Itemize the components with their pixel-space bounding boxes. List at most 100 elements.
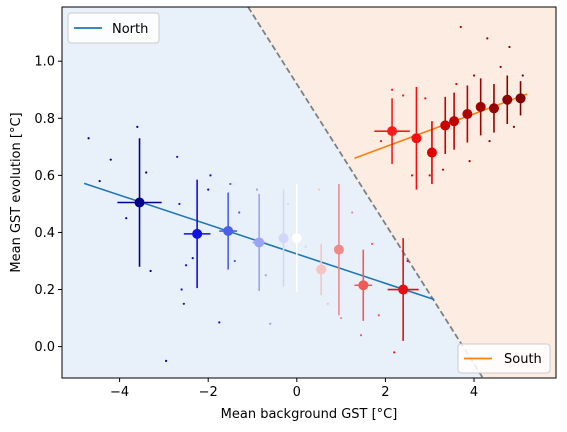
binned-point bbox=[387, 238, 419, 341]
legend-south-label: South bbox=[504, 352, 542, 367]
binned-point bbox=[475, 78, 486, 136]
y-tick-label: 0.2 bbox=[34, 283, 55, 298]
raw-point bbox=[178, 202, 181, 206]
binned-marker bbox=[223, 226, 234, 237]
binned-marker bbox=[462, 109, 473, 120]
raw-point bbox=[472, 74, 476, 77]
y-axis-label: Mean GST evolution [°C] bbox=[9, 112, 24, 272]
binned-marker bbox=[515, 93, 526, 104]
raw-point bbox=[304, 245, 307, 248]
binned-marker bbox=[398, 284, 409, 295]
north-region bbox=[62, 7, 483, 378]
raw-point bbox=[176, 155, 179, 158]
legend-north-label: North bbox=[112, 22, 148, 37]
x-axis-label: Mean background GST [°C] bbox=[221, 407, 398, 422]
y-tick-label: 0.4 bbox=[34, 226, 55, 241]
raw-point bbox=[508, 45, 511, 49]
binned-point bbox=[117, 138, 162, 267]
binned-point bbox=[291, 183, 302, 293]
binned-point bbox=[502, 75, 513, 125]
binned-point bbox=[440, 96, 451, 154]
binned-point bbox=[183, 179, 211, 289]
raw-point bbox=[406, 259, 409, 263]
raw-point bbox=[207, 188, 210, 191]
binned-marker bbox=[475, 101, 486, 112]
binned-marker bbox=[411, 133, 422, 144]
south-region bbox=[248, 7, 556, 378]
y-tick-label: 0.6 bbox=[34, 169, 55, 184]
binned-marker bbox=[387, 126, 398, 137]
raw-point bbox=[459, 25, 462, 29]
raw-point bbox=[255, 188, 259, 191]
y-tick-label: 0.0 bbox=[34, 340, 55, 355]
raw-point bbox=[428, 174, 431, 177]
raw-point bbox=[393, 351, 396, 354]
plot-frame bbox=[61, 6, 557, 379]
raw-point bbox=[521, 74, 524, 77]
raw-point bbox=[165, 359, 168, 362]
boundary-line bbox=[247, 7, 484, 378]
x-axis-ticks: −4 −2 0 2 4 bbox=[110, 378, 478, 400]
binned-marker bbox=[488, 103, 499, 114]
binned-point bbox=[515, 81, 526, 116]
raw-point bbox=[486, 37, 489, 40]
raw-point bbox=[98, 179, 101, 183]
raw-point bbox=[379, 140, 383, 143]
raw-point bbox=[109, 158, 112, 161]
x-tick-label: 4 bbox=[470, 385, 478, 400]
raw-point bbox=[264, 274, 267, 277]
binned-point bbox=[374, 98, 410, 164]
raw-point bbox=[182, 302, 185, 305]
y-tick-label: 0.8 bbox=[34, 112, 55, 127]
raw-point bbox=[351, 211, 354, 214]
raw-point bbox=[499, 65, 502, 69]
binned-marker bbox=[278, 233, 289, 244]
raw-point bbox=[371, 242, 374, 245]
raw-point bbox=[441, 168, 445, 171]
binned-point bbox=[426, 121, 437, 184]
binned-point bbox=[488, 84, 499, 133]
raw-point bbox=[317, 188, 321, 191]
raw-point bbox=[455, 82, 458, 86]
binned-marker bbox=[134, 197, 145, 208]
binned-points bbox=[117, 75, 526, 341]
binned-marker bbox=[254, 237, 265, 248]
raw-point bbox=[377, 314, 380, 317]
x-tick-label: −4 bbox=[110, 385, 129, 400]
binned-point bbox=[449, 92, 460, 150]
binned-point bbox=[278, 189, 289, 287]
raw-point bbox=[390, 88, 394, 91]
raw-point bbox=[402, 94, 405, 97]
raw-point bbox=[229, 182, 232, 186]
binned-marker bbox=[358, 280, 369, 291]
binned-point bbox=[462, 85, 473, 143]
x-tick-label: −2 bbox=[199, 385, 218, 400]
binned-point bbox=[315, 243, 327, 296]
x-tick-label: 0 bbox=[293, 385, 301, 400]
binned-marker bbox=[333, 244, 344, 255]
raw-point bbox=[326, 302, 329, 305]
binned-point bbox=[219, 192, 238, 270]
raw-point bbox=[87, 137, 90, 140]
binned-marker bbox=[316, 264, 327, 275]
y-axis-ticks: 0.0 0.2 0.4 0.6 0.8 1.0 bbox=[34, 55, 62, 355]
raw-point bbox=[218, 321, 221, 324]
background-regions bbox=[62, 7, 556, 378]
raw-points bbox=[87, 25, 524, 362]
binned-point bbox=[354, 249, 373, 321]
raw-point bbox=[145, 171, 148, 174]
raw-point bbox=[209, 174, 212, 177]
binned-marker bbox=[192, 228, 203, 239]
binned-marker bbox=[426, 147, 437, 158]
binned-point bbox=[333, 183, 344, 316]
binned-marker bbox=[291, 233, 302, 244]
binned-marker bbox=[502, 94, 513, 105]
raw-point bbox=[180, 288, 183, 291]
raw-point bbox=[488, 140, 491, 143]
binned-marker bbox=[440, 120, 451, 131]
raw-point bbox=[136, 125, 139, 128]
raw-point bbox=[410, 174, 414, 177]
binned-point bbox=[252, 193, 266, 291]
raw-point bbox=[269, 322, 272, 325]
raw-point bbox=[184, 264, 188, 267]
